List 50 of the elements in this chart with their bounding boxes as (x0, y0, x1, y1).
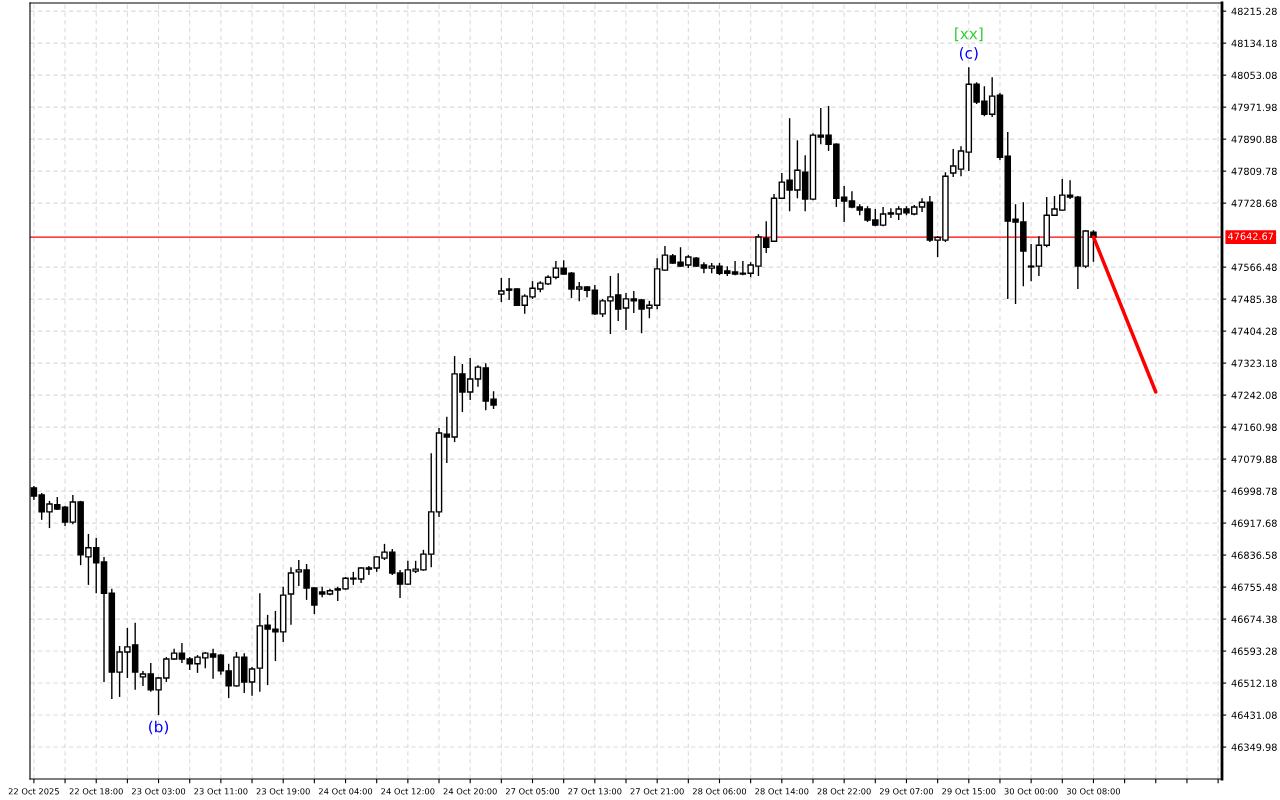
x-tick-label: 30 Oct 00:00 (1004, 788, 1058, 795)
y-tick-label: 46917.68 (1231, 519, 1277, 527)
y-tick-label: 47566.48 (1231, 263, 1277, 271)
candlestick (1027, 243, 1035, 282)
y-tick-label: 47809.78 (1231, 167, 1277, 175)
y-tick-label: 47971.98 (1231, 103, 1277, 111)
y-tick-label: 47079.88 (1231, 455, 1277, 463)
x-tick-label: 27 Oct 21:00 (630, 788, 684, 795)
y-tick-label: 46998.78 (1231, 487, 1277, 495)
y-tick-label: 46755.48 (1231, 583, 1277, 591)
y-tick-label: 46674.38 (1231, 615, 1277, 623)
y-tick-label: 46431.08 (1231, 711, 1277, 719)
y-tick-label: 47160.98 (1231, 423, 1277, 431)
y-tick-label: 47728.68 (1231, 199, 1277, 207)
candlestick (957, 145, 965, 177)
y-tick-label: 46349.98 (1231, 743, 1277, 751)
x-tick-label: 23 Oct 11:00 (194, 788, 248, 795)
y-tick-label: 47485.38 (1231, 295, 1277, 303)
y-tick-label: 47890.88 (1231, 135, 1277, 143)
candlestick (949, 148, 957, 178)
y-tick-label: 48134.18 (1231, 39, 1277, 47)
x-tick-label: 28 Oct 22:00 (817, 788, 871, 795)
x-tick-label: 28 Oct 06:00 (692, 788, 747, 795)
x-tick-label: 29 Oct 15:00 (942, 788, 996, 795)
y-tick-label: 46836.58 (1231, 551, 1277, 559)
candlestick (622, 292, 630, 331)
x-tick-label: 24 Oct 20:00 (443, 788, 497, 795)
x-tick-label: 28 Oct 14:00 (755, 788, 809, 795)
y-tick-label: 47323.18 (1231, 359, 1277, 367)
y-tick-label: 48215.28 (1231, 7, 1277, 16)
x-tick-label: 24 Oct 04:00 (318, 788, 373, 795)
y-tick-label: 46512.18 (1231, 679, 1277, 687)
x-tick-label: 23 Oct 03:00 (132, 788, 186, 795)
x-tick-label: 30 Oct 08:00 (1066, 788, 1121, 795)
x-tick-label: 24 Oct 12:00 (381, 788, 435, 795)
candlestick (287, 566, 295, 626)
x-tick-label: 29 Oct 07:00 (879, 788, 934, 795)
y-tick-label: 46593.28 (1231, 647, 1277, 655)
x-tick-label: 27 Oct 05:00 (505, 788, 560, 795)
annotation: (c) (959, 46, 978, 61)
ref-line-label: 47642.67 (1228, 232, 1274, 240)
x-tick-label: 23 Oct 19:00 (256, 788, 310, 795)
annotation: [xx] (955, 27, 983, 42)
annotation: (b) (149, 720, 169, 735)
x-tick-label: 27 Oct 13:00 (568, 788, 622, 795)
y-tick-label: 48053.08 (1231, 71, 1277, 79)
y-tick-label: 47242.08 (1231, 391, 1277, 399)
x-tick-label: 22 Oct 2025 (8, 788, 59, 795)
x-tick-label: 22 Oct 18:00 (69, 788, 123, 795)
y-tick-label: 47404.28 (1231, 327, 1277, 335)
